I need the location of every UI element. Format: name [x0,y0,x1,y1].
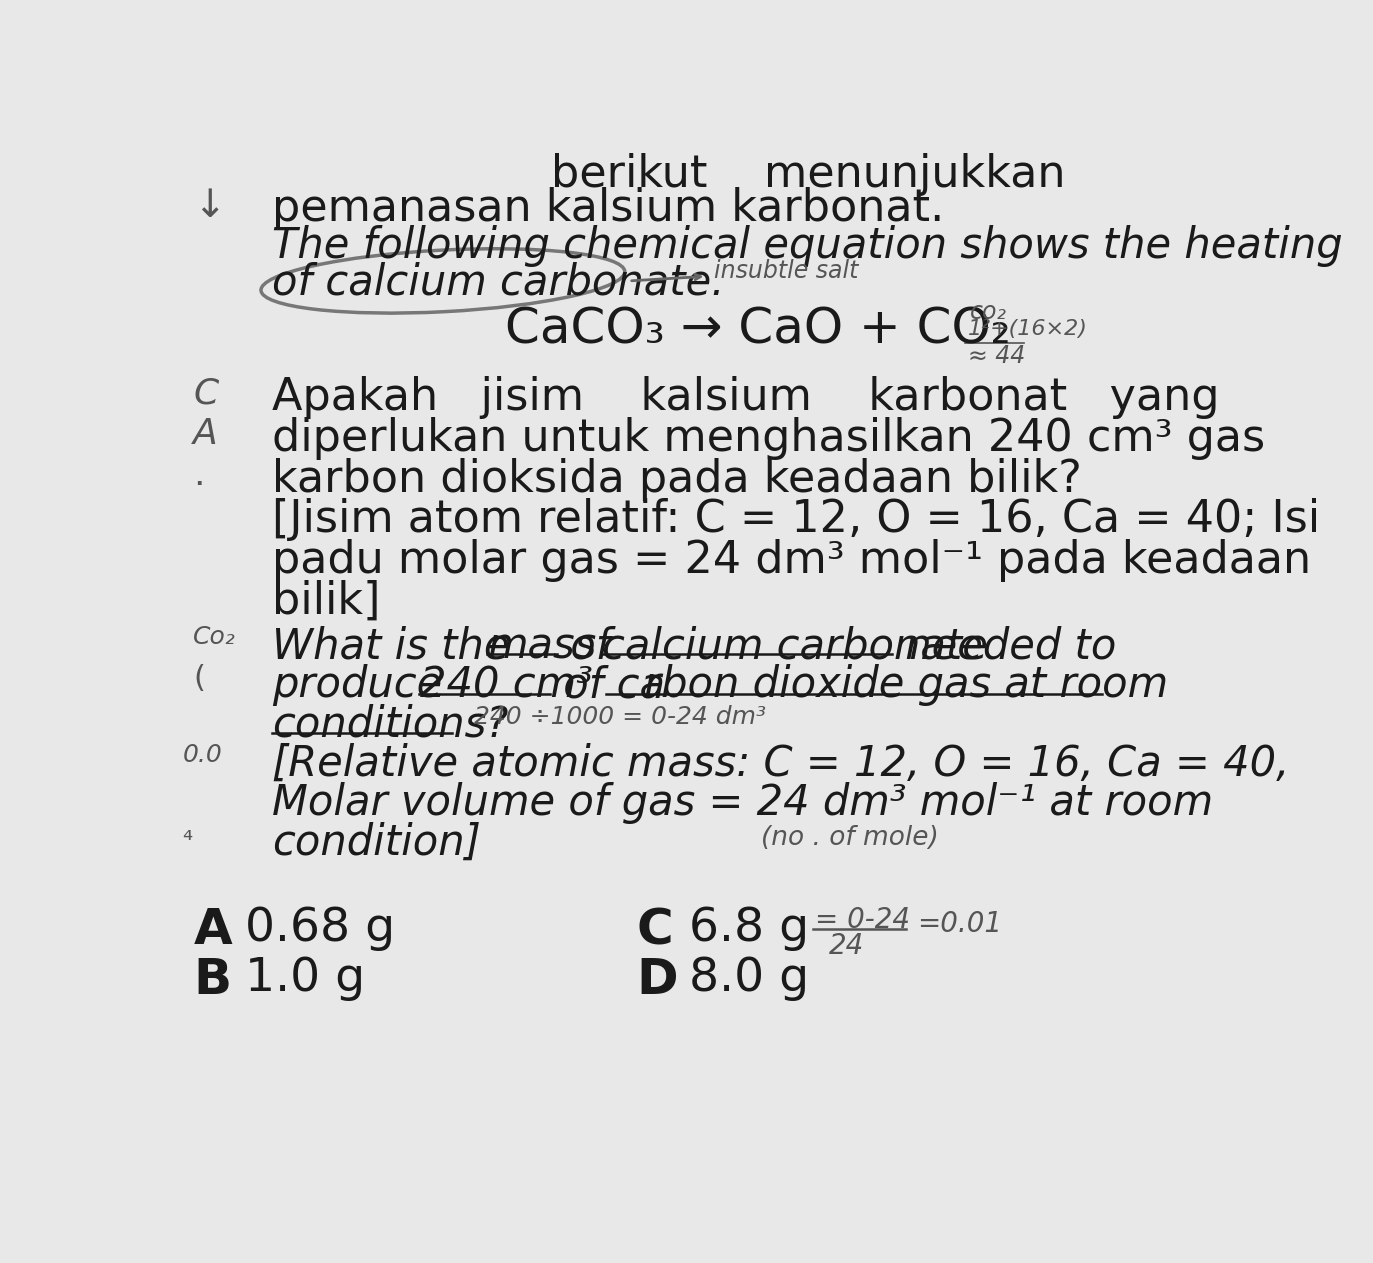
Text: of calcium carbonate.: of calcium carbonate. [272,261,725,303]
Text: of ca: of ca [549,664,665,706]
Text: 24: 24 [829,932,864,960]
Text: (no . of mole): (no . of mole) [761,825,938,851]
Text: 1.0 g: 1.0 g [246,956,365,1002]
Text: rbon dioxide gas at room: rbon dioxide gas at room [644,664,1168,706]
Text: 0.0: 0.0 [183,743,222,767]
Text: mass: mass [487,625,597,667]
Text: condition]: condition] [272,821,482,864]
Text: ≈ 44: ≈ 44 [968,344,1026,368]
Text: pemanasan kalsium karbonat.: pemanasan kalsium karbonat. [272,187,945,230]
Text: conditions?: conditions? [272,703,509,745]
Text: C: C [194,376,218,410]
Text: D: D [637,956,678,1004]
Text: B: B [194,956,232,1004]
Text: padu molar gas = 24 dm³ mol⁻¹ pada keadaan: padu molar gas = 24 dm³ mol⁻¹ pada keada… [272,539,1311,582]
Text: [Relative atomic mass: C = 12, O = 16, Ca = 40,: [Relative atomic mass: C = 12, O = 16, C… [272,743,1289,784]
Text: The following chemical equation shows the heating: The following chemical equation shows th… [272,225,1343,266]
Text: 240 cm³: 240 cm³ [420,664,593,706]
Text: = 0-24: = 0-24 [814,906,910,935]
Text: =0.01: =0.01 [917,911,1002,938]
Text: 8.0 g: 8.0 g [689,956,810,1002]
Text: berikut    menunjukkan: berikut menunjukkan [552,153,1065,196]
Text: of: of [557,625,623,667]
Text: (: ( [194,664,205,693]
Text: Co₂: Co₂ [194,625,236,649]
Text: What is the: What is the [272,625,523,667]
Text: .: . [194,458,205,493]
Text: CaCO₃ → CaO + CO₂: CaCO₃ → CaO + CO₂ [505,306,1011,354]
Text: produce: produce [272,664,456,706]
Text: C: C [637,906,673,954]
Text: 240 ÷1000 = 0-24 dm³: 240 ÷1000 = 0-24 dm³ [474,705,766,729]
Text: Apakah   jisim    kalsium    karbonat   yang: Apakah jisim kalsium karbonat yang [272,376,1219,419]
Text: insubtle salt: insubtle salt [714,259,858,283]
Text: 6.8 g: 6.8 g [689,906,810,951]
Text: ₄: ₄ [183,821,192,845]
Text: bilik]: bilik] [272,580,380,623]
Text: A: A [194,417,218,451]
Text: diperlukan untuk menghasilkan 240 cm³ gas: diperlukan untuk menghasilkan 240 cm³ ga… [272,417,1266,460]
Text: 0.68 g: 0.68 g [246,906,395,951]
Text: A: A [194,906,232,954]
Text: needed to: needed to [892,625,1116,667]
Text: [Jisim atom relatif: C = 12, O = 16, Ca = 40; Isi: [Jisim atom relatif: C = 12, O = 16, Ca … [272,498,1321,541]
Text: calcium carbonate: calcium carbonate [601,625,987,667]
Text: 1²+(16×2): 1²+(16×2) [968,320,1089,340]
Text: Molar volume of gas = 24 dm³ mol⁻¹ at room: Molar volume of gas = 24 dm³ mol⁻¹ at ro… [272,782,1214,825]
Text: ↓: ↓ [194,187,227,225]
Text: co₂: co₂ [969,301,1006,325]
Text: karbon dioksida pada keadaan bilik?: karbon dioksida pada keadaan bilik? [272,458,1082,501]
